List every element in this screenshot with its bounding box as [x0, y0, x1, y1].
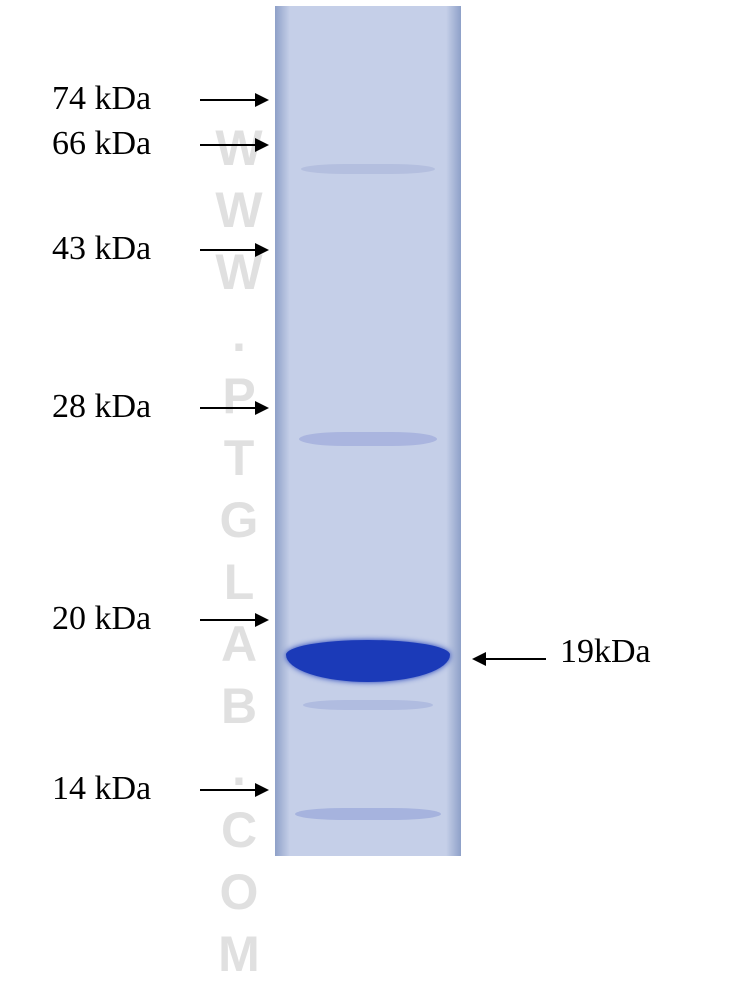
gel-lane — [275, 6, 461, 856]
marker-label: 28 kDa — [52, 388, 151, 426]
marker-arrow — [200, 613, 269, 627]
arrow-shaft — [200, 407, 255, 409]
marker-arrow — [200, 783, 269, 797]
arrow-shaft — [200, 249, 255, 251]
marker-arrow — [200, 138, 269, 152]
arrow-head-right-icon — [255, 243, 269, 257]
arrow-head-right-icon — [255, 93, 269, 107]
marker-label: 20 kDa — [52, 600, 151, 638]
marker-label: 43 kDa — [52, 230, 151, 268]
sample-band-label: 19kDa — [560, 633, 651, 671]
arrow-shaft — [200, 789, 255, 791]
sample-arrow — [472, 652, 546, 666]
arrow-head-left-icon — [472, 652, 486, 666]
arrow-shaft — [200, 619, 255, 621]
marker-label: 66 kDa — [52, 125, 151, 163]
arrow-head-right-icon — [255, 138, 269, 152]
gel-band — [301, 164, 435, 174]
marker-label: 14 kDa — [52, 770, 151, 808]
arrow-head-right-icon — [255, 783, 269, 797]
arrow-shaft — [200, 99, 255, 101]
marker-arrow — [200, 93, 269, 107]
arrow-head-right-icon — [255, 401, 269, 415]
arrow-shaft — [200, 144, 255, 146]
gel-band — [303, 700, 433, 710]
gel-band — [295, 808, 440, 820]
arrow-head-right-icon — [255, 613, 269, 627]
marker-arrow — [200, 243, 269, 257]
watermark-text: WWW.PTGLAB.COM — [210, 120, 268, 840]
marker-label: 74 kDa — [52, 80, 151, 118]
gel-band — [299, 432, 437, 446]
arrow-shaft — [486, 658, 546, 660]
marker-arrow — [200, 401, 269, 415]
